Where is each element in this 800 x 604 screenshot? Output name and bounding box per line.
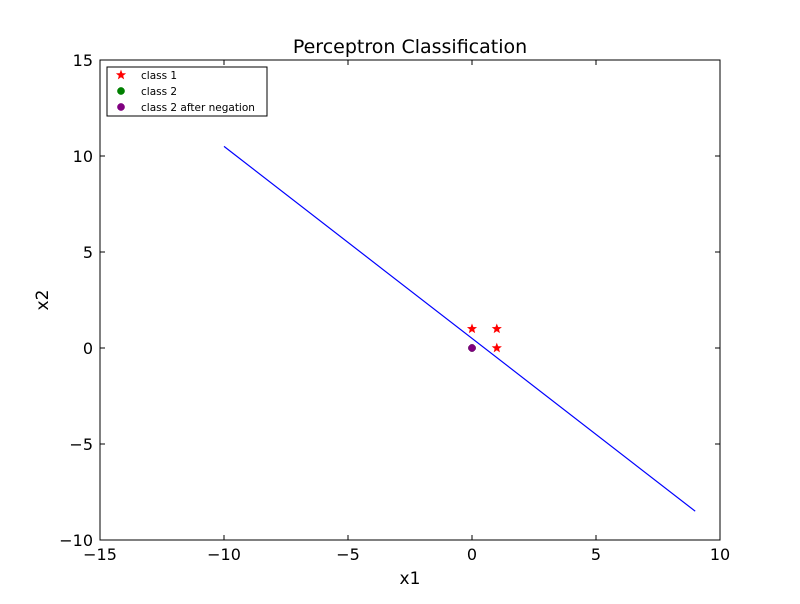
y-tick-label: 0 [83, 339, 93, 358]
y-tick-label: −10 [59, 531, 93, 550]
decision-boundary-line [223, 145, 696, 512]
point-class-2-after-negation-0 [468, 344, 476, 352]
x-tick-label: 0 [467, 545, 477, 564]
data-layer [223, 145, 696, 512]
axes-background [100, 60, 720, 540]
axes-frame [99, 59, 721, 541]
point-class-1-2 [491, 342, 502, 353]
x-tick-label: −5 [336, 545, 360, 564]
x-tick-label: −15 [83, 545, 117, 564]
legend-label-class-1: class 1 [141, 70, 177, 82]
legend-marker-class-2-after-negation [117, 103, 125, 111]
legend-box [106, 66, 268, 117]
legend-label-class-2: class 2 [141, 86, 177, 98]
y-tick-label: 5 [83, 243, 93, 262]
legend-marker-class-2 [117, 87, 125, 95]
point-class-1-1 [491, 323, 502, 334]
legend: class 1 class 2 class 2 after negation [106, 66, 268, 117]
x-axis-label: x1 [400, 569, 421, 589]
y-axis-label: x2 [33, 290, 53, 311]
point-class-1-0 [466, 323, 478, 334]
x-tick-label: 10 [710, 545, 730, 564]
legend-marker-class-1 [115, 69, 127, 80]
y-tick-label: 10 [73, 147, 93, 166]
y-tick-label: 15 [73, 51, 93, 70]
x-tick-label: 5 [591, 545, 601, 564]
x-tick-label: −10 [207, 545, 241, 564]
chart-title: Perceptron Classification [293, 36, 527, 58]
y-tick-label: −5 [69, 435, 93, 454]
legend-label-class-2-after-negation: class 2 after negation [141, 102, 255, 114]
